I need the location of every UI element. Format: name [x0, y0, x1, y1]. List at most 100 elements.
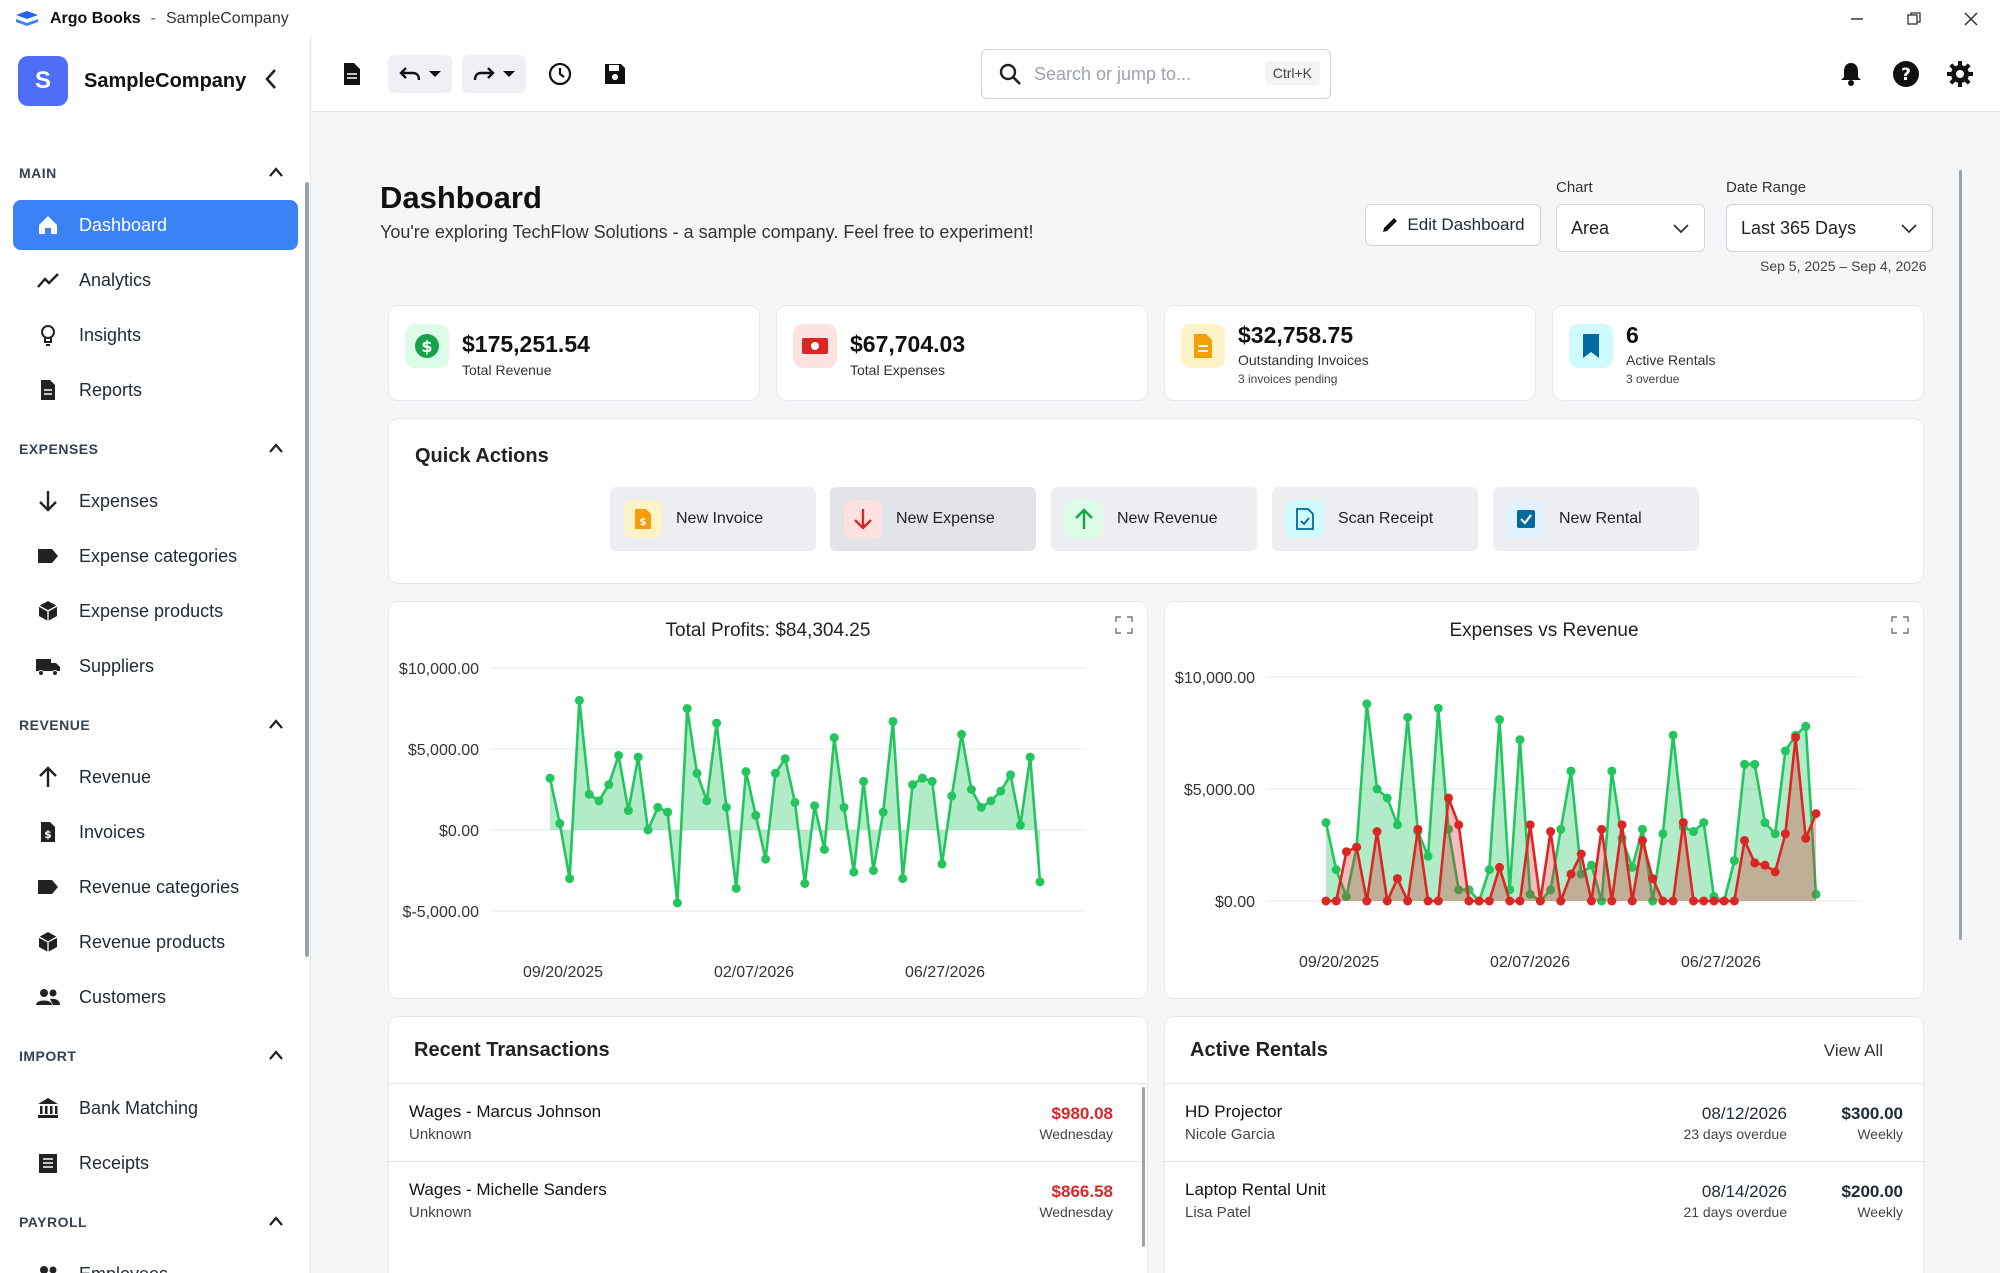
rental-row[interactable]: HD Projector Nicole Garcia 08/12/2026 23… [1165, 1083, 1923, 1161]
help-button[interactable]: ? [1886, 55, 1926, 93]
data-point[interactable] [1403, 712, 1413, 722]
data-point[interactable] [1637, 824, 1647, 834]
data-point[interactable] [1423, 896, 1433, 906]
data-point[interactable] [1740, 836, 1750, 846]
section-revenue-header[interactable]: REVENUE [19, 717, 91, 733]
minimize-button[interactable] [1829, 0, 1885, 37]
data-point[interactable] [643, 825, 653, 835]
search-bar[interactable]: Search or jump to... Ctrl+K [981, 49, 1331, 99]
save-button[interactable] [595, 55, 635, 93]
stat-card-total-expenses[interactable]: $67,704.03 Total Expenses [776, 305, 1148, 401]
data-point[interactable] [555, 819, 565, 829]
total-profits-chart[interactable]: $10,000.00 $5,000.00 $0.00 $-5,000.00 09/20/… [389, 602, 1149, 1000]
data-point[interactable] [1770, 867, 1780, 877]
data-point[interactable] [849, 867, 859, 877]
data-point[interactable] [682, 704, 692, 713]
data-point[interactable] [829, 733, 839, 743]
data-point[interactable] [770, 768, 780, 778]
data-point[interactable] [908, 780, 918, 790]
data-point[interactable] [1586, 860, 1596, 870]
section-expenses-header[interactable]: EXPENSES [19, 441, 99, 457]
stat-card-total-revenue[interactable]: $ $175,251.54 Total Revenue [388, 305, 760, 401]
data-point[interactable] [1392, 874, 1402, 884]
transaction-row[interactable]: Wages - Michelle Sanders Unknown $866.58… [389, 1161, 1147, 1239]
data-point[interactable] [1006, 770, 1016, 780]
data-point[interactable] [751, 810, 761, 820]
data-point[interactable] [633, 752, 643, 762]
sidebar-item-bank-matching[interactable]: Bank Matching [13, 1083, 298, 1133]
data-point[interactable] [1668, 896, 1678, 906]
data-point[interactable] [1392, 820, 1402, 830]
edit-dashboard-button[interactable]: Edit Dashboard [1365, 204, 1541, 246]
data-point[interactable] [565, 874, 575, 884]
sidebar-item-analytics[interactable]: Analytics [13, 255, 298, 305]
data-point[interactable] [1444, 793, 1453, 803]
data-point[interactable] [545, 773, 555, 783]
data-point[interactable] [1597, 824, 1607, 834]
data-point[interactable] [721, 802, 731, 812]
data-point[interactable] [1648, 896, 1658, 906]
view-all-rentals-link[interactable]: View All [1823, 1041, 1883, 1060]
transactions-scrollbar[interactable] [1142, 1087, 1145, 1247]
data-point[interactable] [1627, 862, 1637, 872]
data-point[interactable] [1433, 703, 1443, 713]
chart-type-select[interactable]: Area [1556, 204, 1705, 252]
data-point[interactable] [1607, 766, 1617, 776]
data-point[interactable] [1484, 865, 1494, 875]
sidebar-item-revenue[interactable]: Revenue [13, 752, 298, 802]
data-point[interactable] [1341, 847, 1351, 857]
data-point[interactable] [1546, 827, 1556, 837]
data-point[interactable] [731, 883, 741, 893]
data-point[interactable] [986, 796, 996, 806]
data-point[interactable] [1791, 732, 1801, 742]
history-button[interactable] [540, 55, 580, 93]
data-point[interactable] [1433, 896, 1443, 906]
data-point[interactable] [1811, 809, 1821, 819]
chevron-up-icon[interactable] [268, 717, 284, 733]
data-point[interactable] [1556, 824, 1566, 834]
data-point[interactable] [1729, 856, 1739, 866]
sidebar-item-revenue-products[interactable]: Revenue products [13, 917, 298, 967]
chevron-up-icon[interactable] [268, 165, 284, 181]
data-point[interactable] [1525, 889, 1535, 899]
data-point[interactable] [1576, 869, 1586, 879]
data-point[interactable] [1658, 829, 1668, 839]
data-point[interactable] [761, 854, 771, 864]
data-point[interactable] [1454, 885, 1464, 895]
data-point[interactable] [1464, 896, 1474, 906]
data-point[interactable] [1515, 735, 1525, 745]
sidebar-item-expense-categories[interactable]: Expense categories [13, 531, 298, 581]
data-point[interactable] [898, 874, 908, 884]
data-point[interactable] [1689, 896, 1698, 906]
data-point[interactable] [819, 844, 829, 854]
data-point[interactable] [1586, 896, 1596, 906]
main-scrollbar[interactable] [1959, 170, 1962, 940]
new-revenue-button[interactable]: New Revenue [1051, 487, 1257, 551]
data-point[interactable] [1699, 896, 1709, 906]
section-payroll-header[interactable]: PAYROLL [19, 1214, 88, 1230]
data-point[interactable] [927, 776, 937, 786]
data-point[interactable] [594, 796, 604, 806]
data-point[interactable] [1719, 896, 1729, 906]
rental-row[interactable]: Laptop Rental Unit Lisa Patel 08/14/2026… [1165, 1161, 1923, 1239]
data-point[interactable] [574, 695, 584, 705]
data-point[interactable] [1780, 746, 1790, 756]
data-point[interactable] [937, 859, 947, 869]
data-point[interactable] [1495, 862, 1505, 872]
new-document-button[interactable] [334, 55, 370, 93]
data-point[interactable] [1627, 896, 1637, 906]
new-expense-button[interactable]: New Expense [830, 487, 1036, 551]
data-point[interactable] [1352, 842, 1362, 852]
data-point[interactable] [1689, 827, 1698, 837]
data-point[interactable] [1576, 849, 1586, 859]
expand-icon[interactable] [1891, 616, 1909, 634]
data-point[interactable] [1811, 889, 1821, 899]
data-point[interactable] [976, 802, 986, 812]
data-point[interactable] [1607, 896, 1617, 906]
data-point[interactable] [1331, 865, 1341, 875]
data-point[interactable] [1474, 896, 1484, 906]
data-point[interactable] [888, 716, 898, 726]
data-point[interactable] [800, 878, 810, 888]
data-point[interactable] [1372, 827, 1382, 837]
data-point[interactable] [859, 776, 869, 786]
